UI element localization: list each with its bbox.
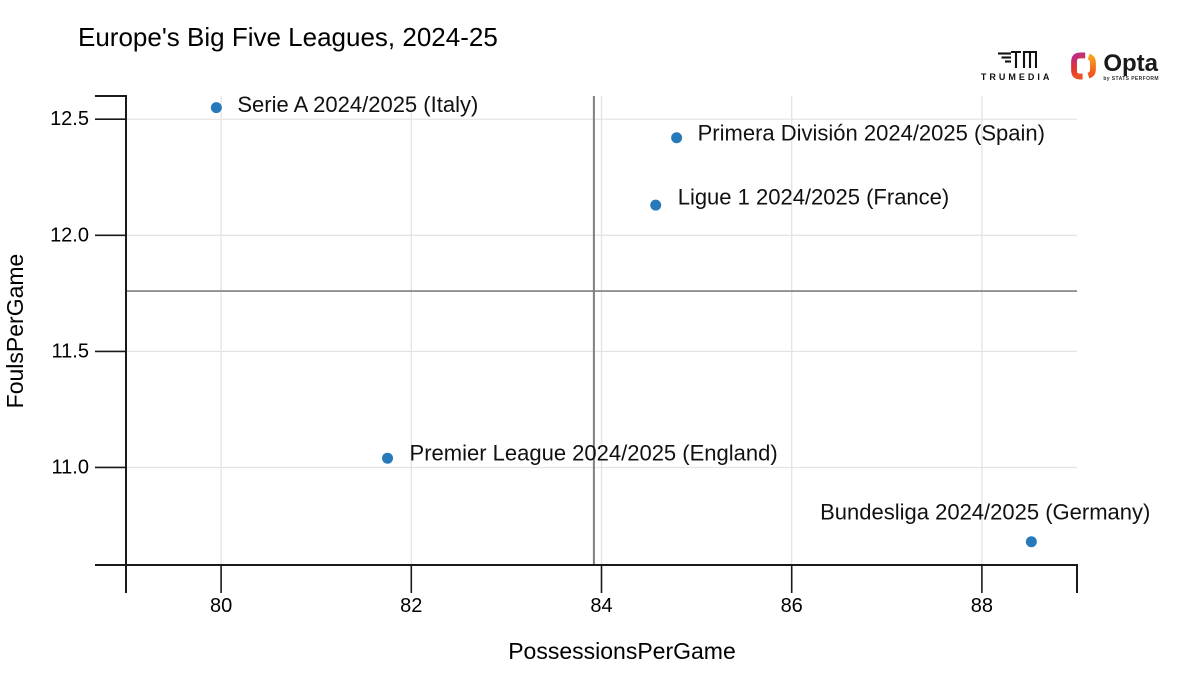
trumedia-logo: TRUMEDIA bbox=[981, 50, 1053, 82]
y-axis-tick-label: 11.0 bbox=[52, 456, 89, 478]
trumedia-logo-text: TRUMEDIA bbox=[980, 72, 1053, 82]
chart-title: Europe's Big Five Leagues, 2024-25 bbox=[78, 22, 498, 52]
x-axis-tick-label: 82 bbox=[400, 595, 422, 617]
opta-logo: Opta by STATS PERFORM bbox=[1070, 51, 1159, 82]
y-axis-line bbox=[95, 95, 127, 593]
x-axis-tick-label: 88 bbox=[971, 595, 993, 617]
opta-o-icon bbox=[1071, 52, 1097, 79]
opta-logo-text-block: Opta by STATS PERFORM bbox=[1103, 49, 1159, 82]
data-point-label: Serie A 2024/2025 (Italy) bbox=[237, 92, 478, 117]
data-point-label: Premier League 2024/2025 (England) bbox=[410, 441, 778, 466]
data-point-label: Ligue 1 2024/2025 (France) bbox=[678, 185, 950, 210]
y-axis-tick-label: 11.5 bbox=[52, 340, 89, 362]
data-point-label: Bundesliga 2024/2025 (Germany) bbox=[820, 499, 1150, 524]
x-axis-title: PossessionsPerGame bbox=[508, 638, 736, 664]
y-axis-tick-label: 12.5 bbox=[50, 108, 89, 130]
x-axis-tick-label: 86 bbox=[781, 595, 803, 617]
opta-tagline-text: by STATS PERFORM bbox=[1103, 75, 1159, 82]
trumedia-tm-icon bbox=[997, 50, 1037, 68]
data-point[interactable] bbox=[650, 199, 662, 211]
data-point[interactable] bbox=[1025, 536, 1037, 548]
y-axis-tick-label: 12.0 bbox=[50, 224, 89, 246]
opta-logo-text: Opta bbox=[1103, 49, 1158, 77]
y-axis-title: FoulsPerGame bbox=[2, 254, 28, 409]
data-point[interactable] bbox=[382, 452, 394, 464]
data-point[interactable] bbox=[210, 102, 222, 114]
x-axis-line bbox=[95, 564, 1078, 593]
branding-logos: TRUMEDIA bbox=[981, 50, 1159, 82]
x-axis-tick-label: 84 bbox=[590, 595, 612, 617]
data-point[interactable] bbox=[671, 132, 683, 144]
data-point-label: Primera División 2024/2025 (Spain) bbox=[698, 120, 1045, 145]
x-axis-tick-label: 80 bbox=[210, 595, 232, 617]
